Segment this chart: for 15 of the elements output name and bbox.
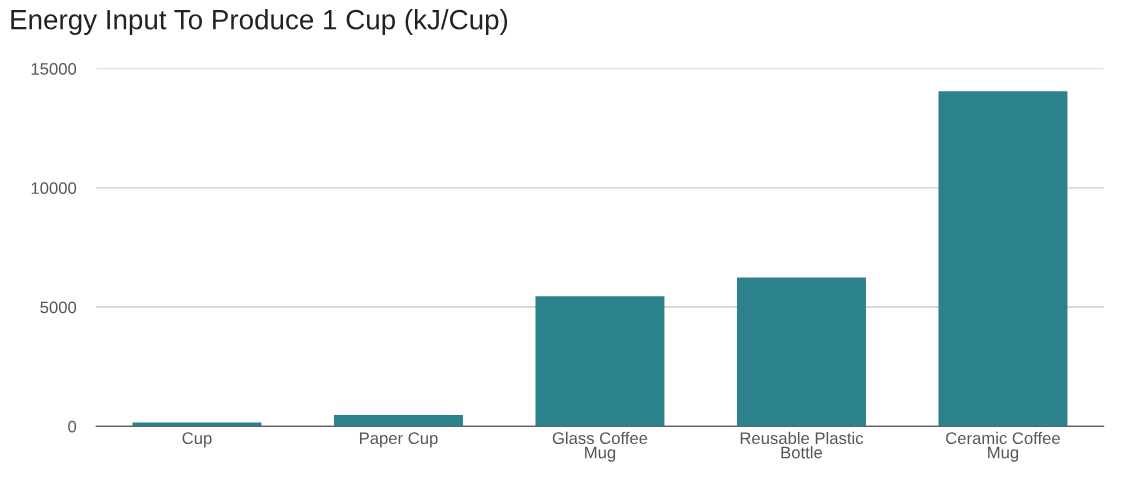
bar (938, 91, 1068, 427)
y-tick-label: 10000 (31, 182, 77, 195)
bar (333, 415, 463, 427)
y-tick-label: 15000 (31, 63, 77, 75)
x-tick-label: Ceramic Coffee Mug (946, 431, 1060, 462)
bar (132, 422, 262, 427)
y-tick-label: 0 (68, 420, 77, 433)
bar (535, 296, 665, 427)
bar (736, 277, 866, 427)
x-tick-label: Reusable Plastic Bottle (740, 431, 864, 459)
chart-title: Energy Input To Produce 1 Cup (kJ/Cup) (11, 9, 508, 35)
y-tick-label: 5000 (40, 301, 77, 314)
x-tick-label: Cup (182, 432, 212, 448)
x-tick-label: Paper Cup (359, 432, 438, 448)
x-tick-label: Glass Coffee Mug (552, 431, 648, 462)
